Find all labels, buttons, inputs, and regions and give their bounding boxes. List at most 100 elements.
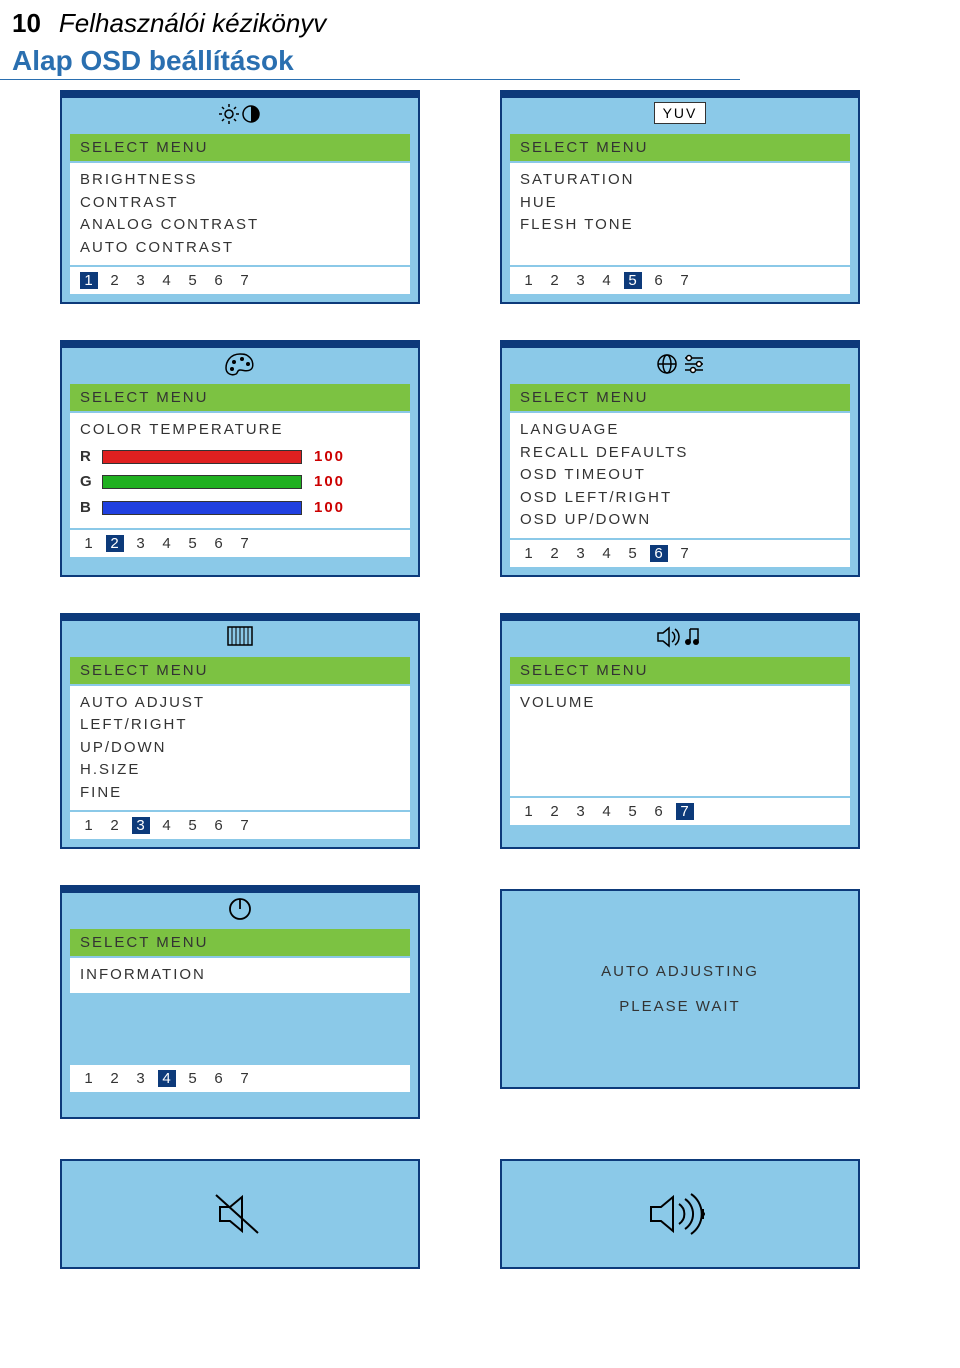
pager-num-4[interactable]: 4 (158, 535, 176, 552)
pager-num-4[interactable]: 4 (598, 803, 616, 820)
menu-header: SELECT MENU (70, 929, 410, 956)
item-fine[interactable]: FINE (80, 782, 400, 805)
pager-num-6[interactable]: 6 (650, 272, 668, 289)
pager-num-7[interactable]: 7 (236, 272, 254, 289)
pager-num-4[interactable]: 4 (158, 1070, 176, 1087)
pager-num-4[interactable]: 4 (598, 272, 616, 289)
menu-header: SELECT MENU (70, 657, 410, 684)
item-volume[interactable]: VOLUME (520, 692, 840, 715)
pager-num-2[interactable]: 2 (106, 1070, 124, 1087)
pager-num-5[interactable]: 5 (624, 545, 642, 562)
pager-num-5[interactable]: 5 (184, 1070, 202, 1087)
pager-num-6[interactable]: 6 (210, 1070, 228, 1087)
pager-num-1[interactable]: 1 (80, 817, 98, 834)
pager-num-3[interactable]: 3 (572, 545, 590, 562)
item-osd-leftright[interactable]: OSD LEFT/RIGHT (520, 487, 840, 510)
item-updown[interactable]: UP/DOWN (80, 737, 400, 760)
pager-num-6[interactable]: 6 (210, 817, 228, 834)
panel-brightness: SELECT MENU BRIGHTNESS CONTRAST ANALOG C… (60, 94, 420, 304)
item-auto-adjust[interactable]: AUTO ADJUST (80, 692, 400, 715)
panel-auto-adjusting: AUTO ADJUSTING PLEASE WAIT (500, 889, 860, 1089)
pager-num-4[interactable]: 4 (598, 545, 616, 562)
item-osd-updown[interactable]: OSD UP/DOWN (520, 509, 840, 532)
pager-num-7[interactable]: 7 (676, 545, 694, 562)
menu-items: COLOR TEMPERATURE R100 G100 B100 (70, 413, 410, 528)
item-auto-contrast[interactable]: AUTO CONTRAST (80, 237, 400, 260)
menu-header: SELECT MENU (70, 134, 410, 161)
brightness-contrast-icon (70, 102, 410, 130)
panel-information: SELECT MENU INFORMATION 1234567 (60, 889, 420, 1119)
pager-num-3[interactable]: 3 (132, 817, 150, 834)
menu-header: SELECT MENU (510, 134, 850, 161)
pager-num-6[interactable]: 6 (650, 803, 668, 820)
item-contrast[interactable]: CONTRAST (80, 192, 400, 215)
item-hue[interactable]: HUE (520, 192, 840, 215)
pager-num-3[interactable]: 3 (572, 272, 590, 289)
pager-num-7[interactable]: 7 (236, 817, 254, 834)
pager-num-1[interactable]: 1 (80, 535, 98, 552)
item-information[interactable]: INFORMATION (80, 964, 400, 987)
pager-num-1[interactable]: 1 (80, 272, 98, 289)
msg-line1: AUTO ADJUSTING (601, 963, 759, 980)
item-analog-contrast[interactable]: ANALOG CONTRAST (80, 214, 400, 237)
pager-num-1[interactable]: 1 (520, 545, 538, 562)
pager-num-4[interactable]: 4 (158, 817, 176, 834)
pager-num-7[interactable]: 7 (236, 1070, 254, 1087)
pager-num-3[interactable]: 3 (572, 803, 590, 820)
pager-num-1[interactable]: 1 (520, 272, 538, 289)
pager: 1234567 (70, 812, 410, 839)
page-title: Felhasználói kézikönyv (59, 8, 326, 39)
item-color-temp[interactable]: COLOR TEMPERATURE (80, 419, 400, 442)
pager-num-7[interactable]: 7 (236, 535, 254, 552)
menu-items: BRIGHTNESS CONTRAST ANALOG CONTRAST AUTO… (70, 163, 410, 265)
pager: 1234567 (510, 267, 850, 294)
pager-num-2[interactable]: 2 (546, 545, 564, 562)
pager-num-6[interactable]: 6 (210, 535, 228, 552)
pager-num-5[interactable]: 5 (184, 535, 202, 552)
pager-num-7[interactable]: 7 (676, 272, 694, 289)
pager-num-1[interactable]: 1 (520, 803, 538, 820)
item-saturation[interactable]: SATURATION (520, 169, 840, 192)
panel-mute-icon (60, 1159, 420, 1269)
rgb-b-row: B100 (80, 497, 400, 520)
rgb-g-row: G100 (80, 471, 400, 494)
pager-num-3[interactable]: 3 (132, 535, 150, 552)
pager-num-3[interactable]: 3 (132, 272, 150, 289)
position-icon (70, 625, 410, 653)
pager-num-5[interactable]: 5 (624, 272, 642, 289)
pager-num-2[interactable]: 2 (106, 272, 124, 289)
item-hsize[interactable]: H.SIZE (80, 759, 400, 782)
item-flesh-tone[interactable]: FLESH TONE (520, 214, 840, 237)
pager-num-1[interactable]: 1 (80, 1070, 98, 1087)
panel-yuv: YUV SELECT MENU SATURATION HUE FLESH TON… (500, 94, 860, 304)
pager: 1234567 (510, 798, 850, 825)
item-osd-timeout[interactable]: OSD TIMEOUT (520, 464, 840, 487)
item-recall-defaults[interactable]: RECALL DEFAULTS (520, 442, 840, 465)
pager-num-6[interactable]: 6 (650, 545, 668, 562)
pager-num-6[interactable]: 6 (210, 272, 228, 289)
item-language[interactable]: LANGUAGE (520, 419, 840, 442)
pager-num-2[interactable]: 2 (106, 817, 124, 834)
pager-num-5[interactable]: 5 (184, 272, 202, 289)
menu-items: LANGUAGE RECALL DEFAULTS OSD TIMEOUT OSD… (510, 413, 850, 538)
pager: 1234567 (70, 1065, 410, 1092)
item-brightness[interactable]: BRIGHTNESS (80, 169, 400, 192)
pager-num-5[interactable]: 5 (184, 817, 202, 834)
pager-num-7[interactable]: 7 (676, 803, 694, 820)
pager-num-2[interactable]: 2 (546, 803, 564, 820)
yuv-icon: YUV (510, 102, 850, 130)
panel-color-temp: SELECT MENU COLOR TEMPERATURE R100 G100 … (60, 344, 420, 577)
pager: 1234567 (510, 540, 850, 567)
pager-num-5[interactable]: 5 (624, 803, 642, 820)
pager-num-2[interactable]: 2 (106, 535, 124, 552)
item-leftright[interactable]: LEFT/RIGHT (80, 714, 400, 737)
pager-num-4[interactable]: 4 (158, 272, 176, 289)
pager: 1234567 (70, 530, 410, 557)
panel-speaker-icon (500, 1159, 860, 1269)
menu-header: SELECT MENU (70, 384, 410, 411)
globe-sliders-icon (510, 352, 850, 380)
pager-num-2[interactable]: 2 (546, 272, 564, 289)
pager-num-3[interactable]: 3 (132, 1070, 150, 1087)
panel-auto-adjust: SELECT MENU AUTO ADJUST LEFT/RIGHT UP/DO… (60, 617, 420, 850)
palette-icon (70, 352, 410, 380)
